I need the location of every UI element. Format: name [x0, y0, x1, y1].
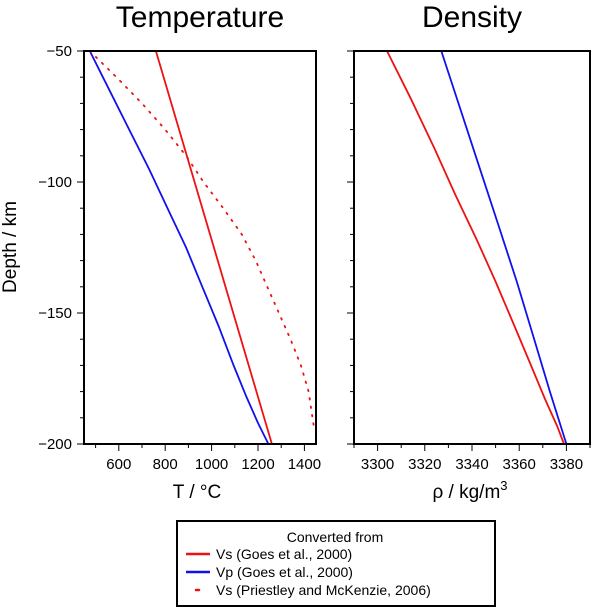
temperature-x-tick-label: 800 — [153, 456, 178, 473]
temperature-panel: Temperature 600 800 1000 1200 1400 −50 −100 −15… — [0, 1, 321, 503]
depth-y-axis-label: Depth / km — [0, 201, 21, 293]
temperature-x-axis-label: T / °C — [173, 482, 221, 503]
temperature-x-tick-label: 600 — [106, 456, 131, 473]
density-panel: Density 3300 3320 3340 3360 3380 ρ / kg/m3 — [347, 1, 591, 503]
temperature-x-tick-label: 1400 — [288, 456, 321, 473]
legend-entries: Vs (Goes et al., 2000) Vp (Goes et al., 2… — [186, 546, 431, 598]
density-x-axis-label: ρ / kg/m3 — [432, 478, 507, 503]
temperature-series-3 — [88, 50, 315, 427]
density-x-tick-label: 3340 — [455, 456, 488, 473]
legend-entry-label: Vp (Goes et al., 2000) — [216, 564, 353, 580]
density-frame — [353, 50, 591, 445]
legend-entry-label: Vs (Priestley and McKenzie, 2006) — [216, 582, 431, 598]
temperature-series-2 — [88, 50, 270, 445]
temperature-plot-area: 600 800 1000 1200 1400 −50 −100 −150 −200 — [38, 43, 321, 473]
legend-box — [176, 520, 496, 607]
temperature-y-tick-label: −200 — [38, 436, 72, 453]
density-plot-area: 3300 3320 3340 3360 3380 — [347, 50, 591, 473]
temperature-x-tick-label: 1000 — [195, 456, 228, 473]
density-series-1 — [386, 50, 565, 445]
density-x-tick-label: 3380 — [550, 456, 583, 473]
density-x-axis-label-superscript: 3 — [500, 478, 507, 493]
temperature-y-tick-label: −100 — [38, 174, 72, 191]
temperature-y-tick-label: −150 — [38, 305, 72, 322]
density-x-tick-label: 3360 — [503, 456, 536, 473]
density-x-axis-label-main: ρ / kg/m — [432, 482, 500, 503]
temperature-title: Temperature — [116, 1, 284, 34]
temperature-series-1 — [155, 50, 273, 445]
density-x-tick-label: 3320 — [408, 456, 441, 473]
legend: Converted from Vs (Goes et al., 2000) Vp … — [176, 520, 496, 607]
legend-title: Converted from — [287, 529, 383, 545]
temperature-y-tick-label: −50 — [47, 43, 72, 60]
density-title: Density — [422, 1, 522, 34]
density-series-2 — [440, 50, 568, 445]
legend-entry-label: Vs (Goes et al., 2000) — [216, 546, 352, 562]
temperature-x-tick-label: 1200 — [241, 456, 274, 473]
density-x-tick-label: 3300 — [361, 456, 394, 473]
temperature-frame — [83, 50, 317, 445]
